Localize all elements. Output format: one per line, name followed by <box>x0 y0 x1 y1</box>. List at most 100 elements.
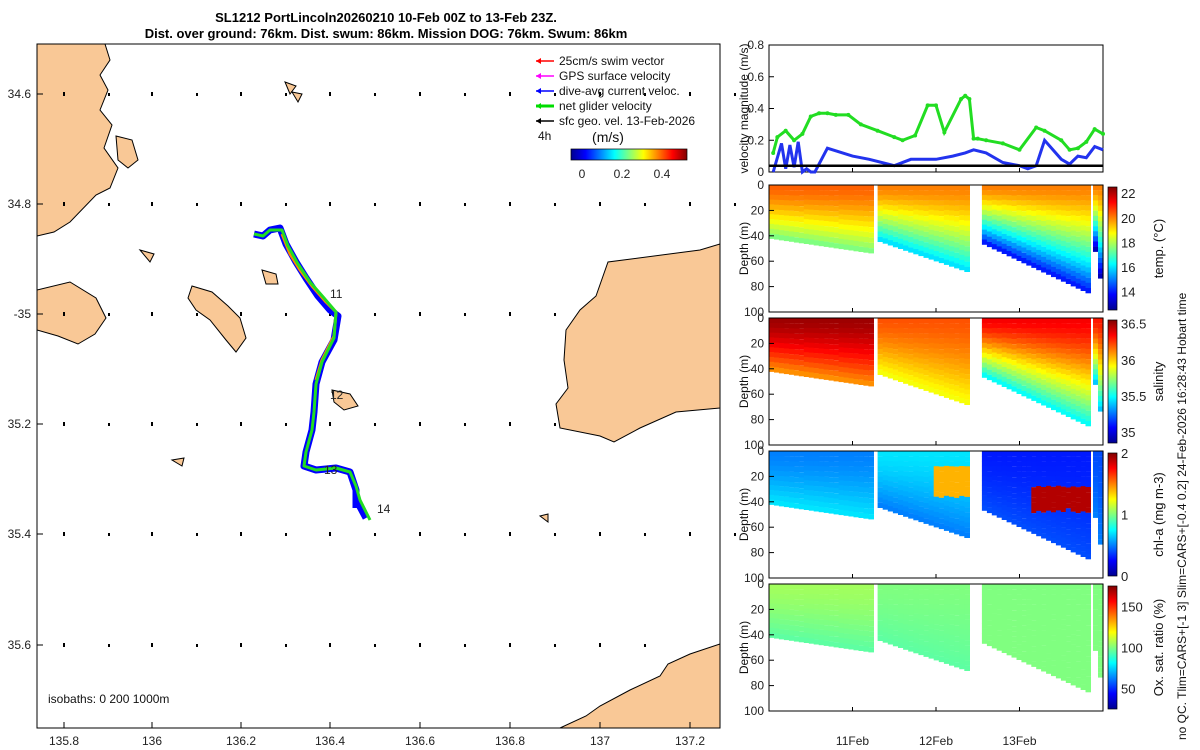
section-cell <box>1060 517 1067 523</box>
section-cell <box>1055 332 1062 339</box>
section-cell <box>1001 238 1008 245</box>
section-cell <box>1080 280 1087 286</box>
section-cell <box>868 584 874 590</box>
section-cell <box>1011 185 1017 191</box>
section-cell <box>833 232 840 238</box>
section-cell <box>882 356 889 363</box>
section-cell <box>778 461 785 467</box>
section-cell <box>1075 349 1082 355</box>
section-cell <box>964 236 970 242</box>
vector-dot <box>509 92 511 96</box>
section-cell <box>788 630 795 636</box>
section-cell <box>882 204 889 210</box>
section-cell <box>887 338 894 344</box>
map-y-tick-label: 35.4 <box>8 527 32 541</box>
section-cell <box>1021 620 1027 626</box>
section-cell <box>1046 377 1052 383</box>
section-cell <box>778 471 785 477</box>
section-cell <box>1085 625 1091 631</box>
section-cell <box>923 641 930 647</box>
section-cell <box>1021 323 1027 329</box>
section-cell <box>788 584 795 590</box>
section-cell <box>853 614 860 620</box>
section-cell <box>1041 241 1047 247</box>
section-cell <box>1098 523 1104 529</box>
section-cell <box>1041 609 1047 615</box>
section-cell <box>918 200 925 206</box>
section-cell <box>828 200 835 206</box>
section-cell <box>898 376 904 382</box>
section-cell <box>1080 659 1087 665</box>
legend-arrowhead <box>536 58 541 64</box>
section-cell <box>964 502 970 508</box>
section-cell <box>1021 231 1027 238</box>
section-cell <box>986 231 993 237</box>
section-cell <box>798 339 805 345</box>
section-cell <box>949 614 955 620</box>
section-cell <box>877 476 884 483</box>
section-cell <box>908 492 914 498</box>
section-cell <box>913 638 919 644</box>
vector-dot <box>644 203 646 206</box>
section-cell <box>877 609 884 616</box>
section-cell <box>803 209 810 215</box>
section-cell <box>868 508 874 515</box>
section-cell <box>1060 328 1067 334</box>
section-cell <box>964 476 970 482</box>
section-cell <box>959 658 965 665</box>
section-cell <box>1060 363 1067 369</box>
section-cell <box>769 322 775 329</box>
section-cell <box>1031 323 1037 329</box>
section-cell <box>933 496 940 502</box>
velocity-series-dive-avg-current-veloc- <box>771 137 1104 175</box>
section-cell <box>783 358 790 364</box>
section-cell <box>1021 604 1027 611</box>
section-cell <box>959 372 965 379</box>
section-cell <box>1006 629 1013 635</box>
section-cell <box>1093 210 1099 216</box>
section-cell <box>774 214 780 220</box>
section-cell <box>1031 359 1037 365</box>
section-cell <box>991 214 998 220</box>
section-cell <box>868 477 874 483</box>
section-cell <box>848 466 855 472</box>
section-cell <box>996 512 1003 518</box>
section-cell <box>818 373 825 380</box>
section-cell <box>863 231 869 238</box>
section-cell <box>1098 513 1104 519</box>
section-cell <box>858 323 865 329</box>
section-cell <box>1016 629 1022 635</box>
section-cell <box>1051 379 1057 385</box>
section-cell <box>1093 185 1099 191</box>
section-cell <box>949 205 955 211</box>
section-cell <box>1098 518 1104 524</box>
section-cell <box>1085 241 1091 247</box>
section-cell <box>868 498 874 504</box>
section-cell <box>928 239 935 245</box>
section-cell <box>1041 645 1047 651</box>
section-cell <box>823 200 830 206</box>
section-cell <box>803 219 810 225</box>
section-cell <box>1021 318 1027 324</box>
section-cell <box>858 609 865 615</box>
section-cell <box>1041 323 1047 329</box>
section-cell <box>1070 409 1077 415</box>
section-cell <box>913 204 919 210</box>
depth-tick-label: 20 <box>751 602 765 616</box>
section-cell <box>913 495 919 501</box>
section-cell <box>818 185 825 191</box>
section-cell <box>1046 633 1052 639</box>
section-cell <box>788 625 795 631</box>
section-cell <box>848 205 855 211</box>
section-cell <box>1060 665 1067 671</box>
section-cell <box>1093 507 1099 513</box>
section-cell <box>1093 492 1099 498</box>
section-cell <box>1055 456 1062 462</box>
section-cell <box>991 588 998 595</box>
section-cell <box>798 227 805 233</box>
section-cell <box>1021 461 1027 467</box>
section-cell <box>793 599 800 605</box>
section-cell <box>1026 333 1032 339</box>
section-cell <box>868 318 874 324</box>
section-cell <box>1098 262 1104 269</box>
